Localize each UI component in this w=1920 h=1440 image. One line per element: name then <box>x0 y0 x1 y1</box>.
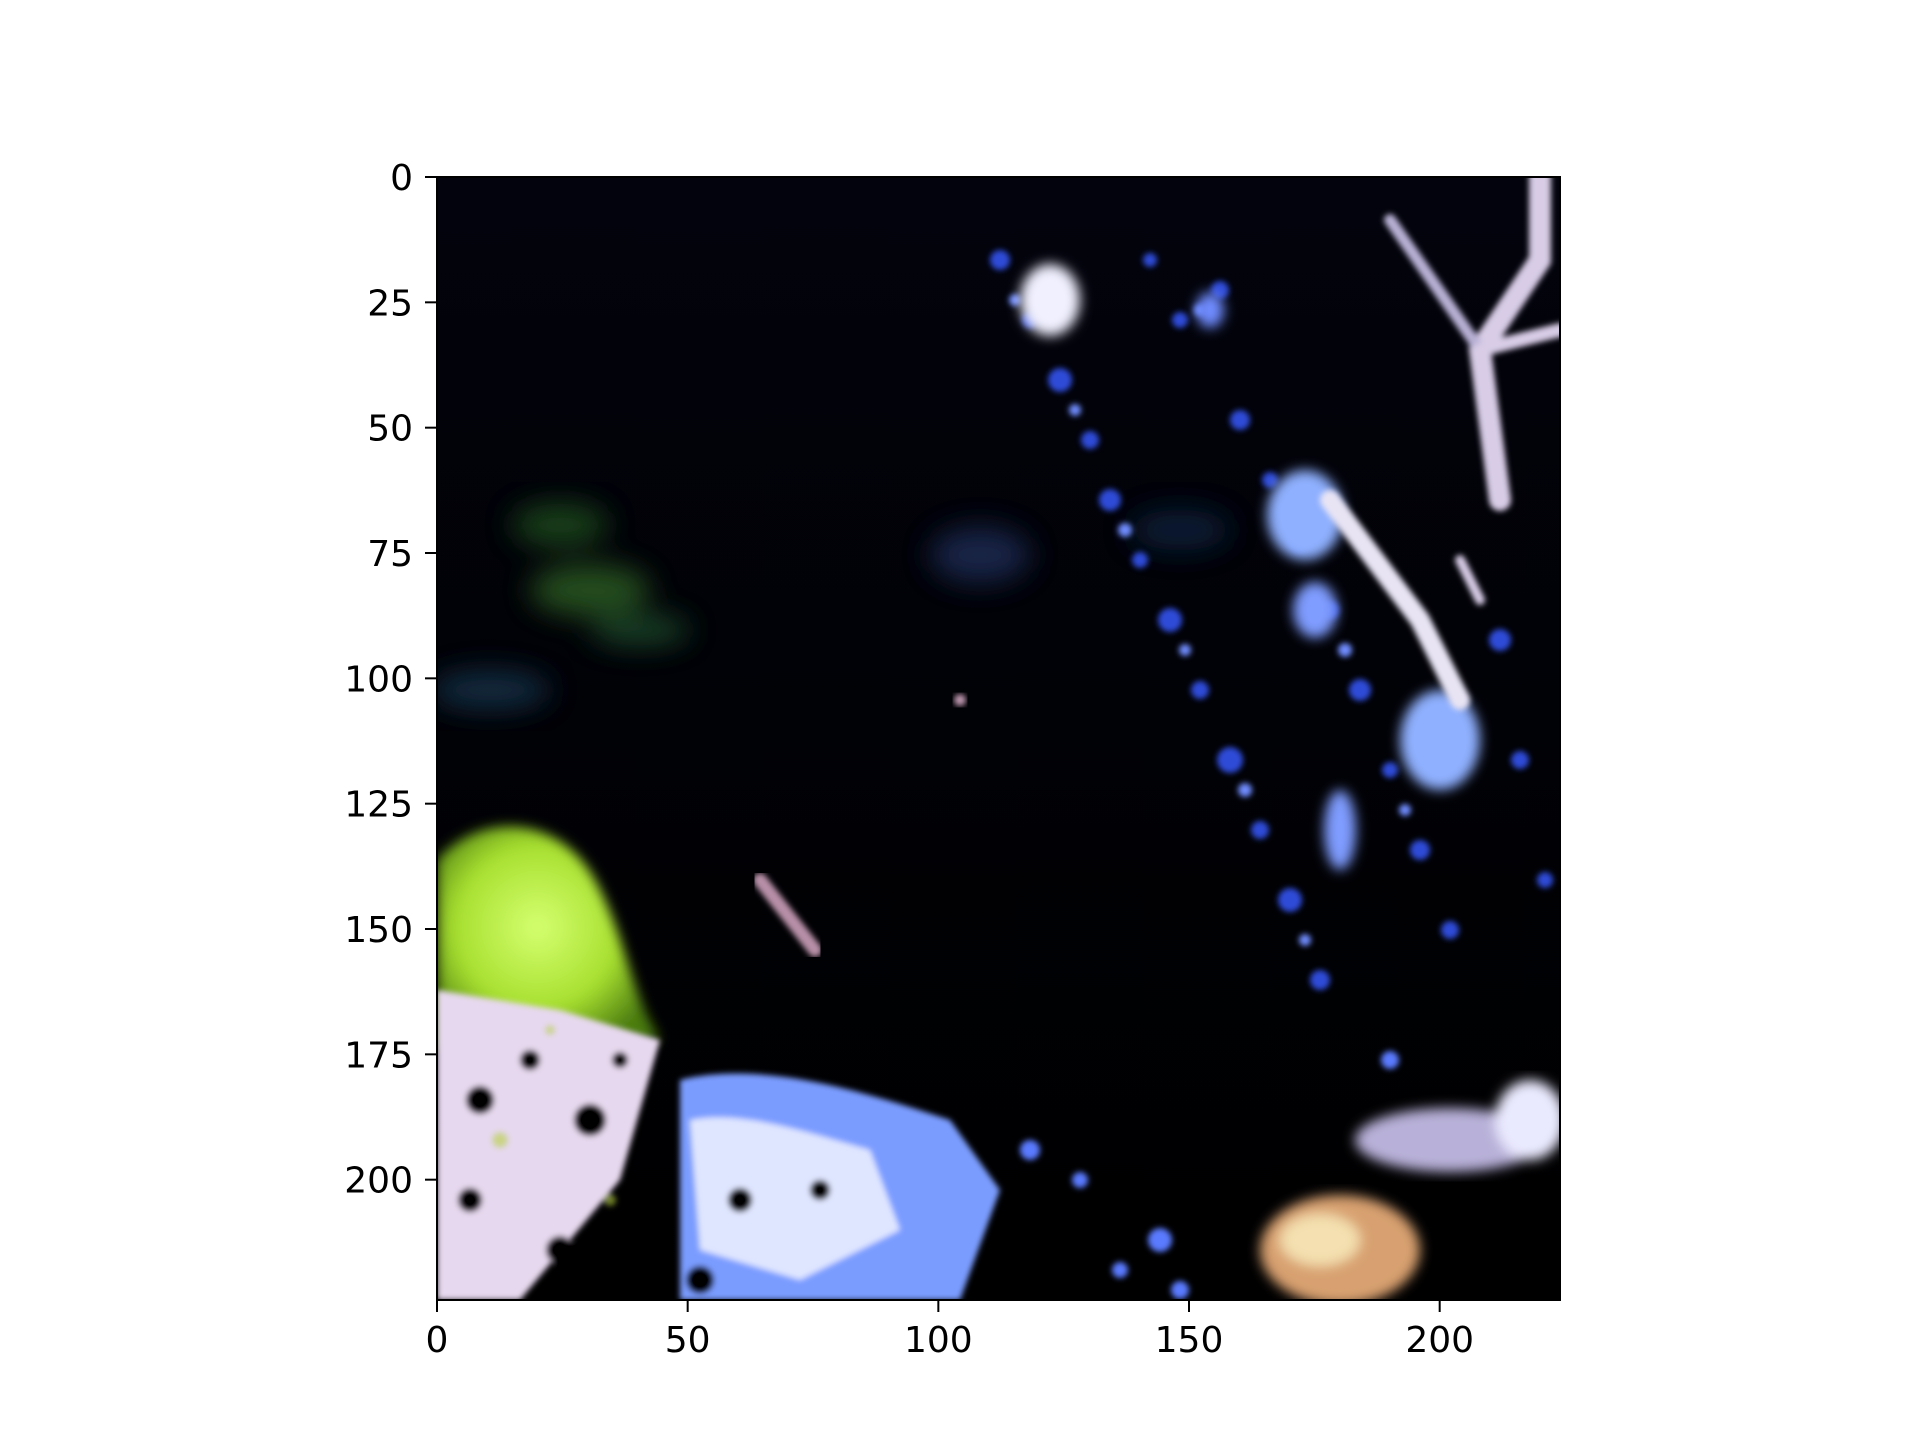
moss-leaves <box>437 503 1230 710</box>
small-twig <box>753 873 822 957</box>
y-axis: 0 25 50 75 100 125 150 175 200 <box>344 158 437 1202</box>
lit-rock <box>437 990 1000 1300</box>
green-leaf <box>437 826 660 1050</box>
y-tick-label: 100 <box>344 659 413 700</box>
y-tick-label: 200 <box>344 1161 413 1202</box>
image-content <box>437 177 1560 1300</box>
y-tick-label: 25 <box>367 283 413 324</box>
x-axis: 0 50 100 150 200 <box>426 1300 1474 1361</box>
tan-patch <box>1260 1195 1420 1300</box>
y-tick-label: 125 <box>344 785 413 826</box>
y-tick-label: 150 <box>344 910 413 951</box>
x-tick-label: 0 <box>426 1320 449 1361</box>
y-tick-label: 175 <box>344 1035 413 1076</box>
y-tick-label: 75 <box>367 534 413 575</box>
x-tick-label: 150 <box>1155 1320 1224 1361</box>
light-blue-blobs <box>1020 264 1480 870</box>
pale-blob <box>1355 1080 1560 1172</box>
axes-frame <box>436 176 1561 1301</box>
bottom-speckles <box>1020 1051 1399 1299</box>
x-tick-label: 50 <box>665 1320 711 1361</box>
pink-speck <box>954 694 966 706</box>
twig <box>1320 177 1560 710</box>
y-tick-label: 0 <box>390 158 413 199</box>
x-tick-label: 200 <box>1405 1320 1474 1361</box>
y-tick-label: 50 <box>367 409 413 450</box>
x-tick-label: 100 <box>904 1320 973 1361</box>
